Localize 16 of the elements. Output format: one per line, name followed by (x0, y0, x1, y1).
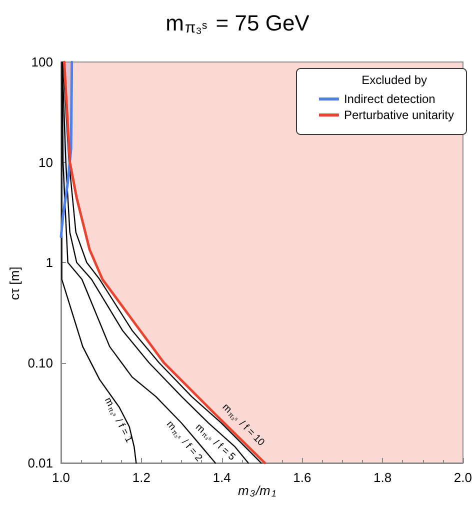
x-axis-title: m3/m1 (238, 483, 276, 498)
y-tick-label: 10 (38, 154, 53, 170)
x-tick-label: 1.8 (374, 470, 392, 485)
legend-label: Perturbative unitarity (344, 108, 454, 122)
x-tick-label: 1.2 (132, 470, 150, 485)
y-tick-label: 1 (46, 255, 53, 270)
x-tick-label: 1.6 (293, 470, 312, 485)
x-tick-label: 1.4 (212, 470, 231, 485)
x-tick-label: 2.0 (454, 470, 472, 485)
legend-title: Excluded by (362, 73, 427, 87)
legend-label: Indirect detection (344, 92, 436, 106)
y-axis-title: cτ [m] (7, 266, 22, 300)
y-tick-label: 0.10 (28, 355, 53, 370)
y-tick-label: 100 (31, 54, 53, 70)
x-tick-label: 1.0 (52, 470, 70, 485)
y-tick-label: 0.01 (28, 456, 53, 470)
